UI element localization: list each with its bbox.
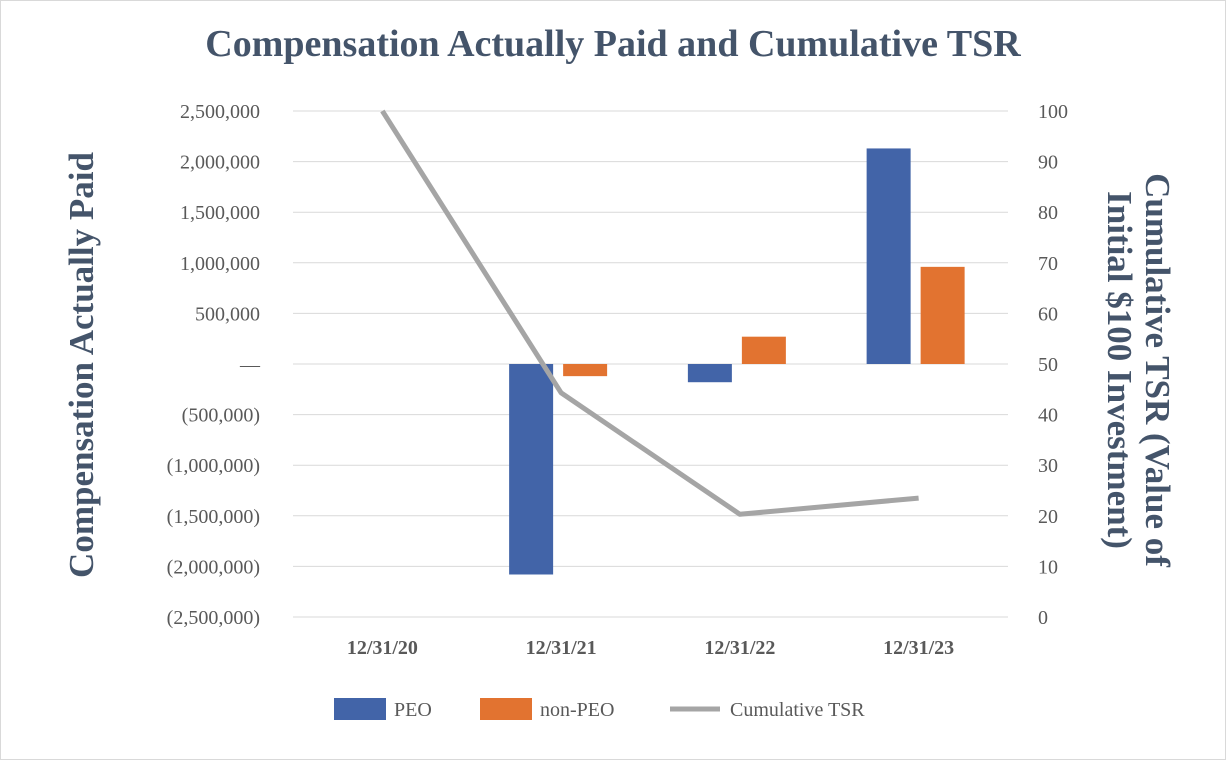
y-tick-label-left: (1,500,000) [167,506,260,528]
y-tick-label-left: 2,500,000 [180,101,260,123]
legend-swatch-peo [334,698,386,720]
y-tick-label-right: 50 [1038,354,1058,376]
y-tick-label-right: 0 [1038,607,1048,629]
y-tick-label-right: 40 [1038,405,1058,427]
y-tick-label-right: 10 [1038,556,1058,578]
y-tick-label-right: 90 [1038,152,1058,174]
y-tick-label-right: 100 [1038,101,1068,123]
x-tick-label: 12/31/23 [883,637,954,659]
y-tick-label-right: 60 [1038,303,1058,325]
y-tick-label-left: (1,000,000) [167,455,260,477]
y-tick-label-left: 500,000 [195,303,260,325]
bar-non-peo [563,364,608,377]
y-tick-label-left: (2,000,000) [167,556,260,578]
chart-title: Compensation Actually Paid and Cumulativ… [205,23,1021,65]
y-tick-label-right: 70 [1038,253,1058,275]
y-tick-label-left: 2,000,000 [180,152,260,174]
bar-non-peo [741,336,786,364]
y-tick-label-left: 1,500,000 [180,202,260,224]
y-tick-label-left: (2,500,000) [167,607,260,629]
legend-label-non-peo: non-PEO [540,699,614,721]
tsr-line [380,109,919,517]
x-tick-label: 12/31/21 [526,637,597,659]
y-tick-label-right: 80 [1038,202,1058,224]
y-tick-label-left: 1,000,000 [180,253,260,275]
legend-label-tsr: Cumulative TSR [730,699,865,721]
bar-peo [866,148,911,364]
y-tick-label-right: 20 [1038,506,1058,528]
y-tick-label-left: — [239,354,261,376]
y-tick-label-left: (500,000) [182,405,260,427]
x-tick-label: 12/31/22 [704,637,775,659]
legend-label-peo: PEO [394,699,432,721]
legend-swatch-non-peo [480,698,532,720]
bar-non-peo [920,266,965,364]
bar-peo [687,364,732,383]
x-tick-label: 12/31/20 [347,637,418,659]
y-tick-label-right: 30 [1038,455,1058,477]
bar-peo [509,364,554,575]
